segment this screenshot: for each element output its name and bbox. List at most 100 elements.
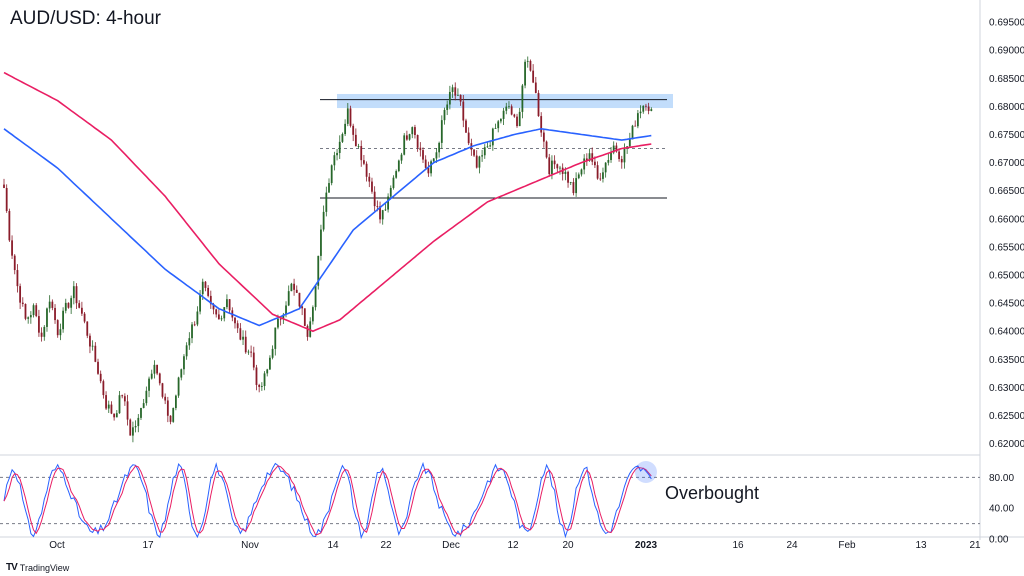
- candle-body: [123, 396, 126, 402]
- grid: [0, 0, 1024, 540]
- candle-body: [352, 125, 355, 135]
- candle-body: [564, 171, 567, 174]
- candle-body: [43, 326, 46, 337]
- candle-body: [247, 351, 250, 353]
- candle-body: [290, 283, 293, 292]
- candle-body: [19, 286, 22, 303]
- candle-body: [505, 106, 508, 111]
- candle-body: [422, 150, 424, 160]
- candle-body: [164, 396, 167, 401]
- candle-body: [134, 426, 137, 428]
- stochastic-oscillator: Overbought: [0, 461, 980, 540]
- candle-body: [145, 390, 148, 404]
- candle-body: [215, 309, 218, 315]
- key-levels: [320, 93, 673, 199]
- candle-body: [115, 413, 118, 418]
- candle-body: [153, 364, 156, 374]
- candle-body: [13, 255, 16, 271]
- candle-body: [521, 85, 524, 112]
- candle-body: [357, 146, 360, 147]
- moving-averages: [3, 71, 652, 333]
- candle-body: [577, 174, 580, 179]
- candle-body: [83, 313, 86, 322]
- candle-body: [478, 156, 481, 168]
- candle-body: [282, 314, 285, 320]
- chart-title: AUD/USD: 4-hour: [10, 8, 161, 29]
- x-tick-label: Nov: [241, 540, 259, 551]
- candle-body: [416, 135, 419, 148]
- candle-body: [129, 419, 132, 436]
- candle-body: [271, 348, 274, 358]
- candle-body: [48, 301, 51, 309]
- candle-body: [475, 155, 478, 168]
- candle-body: [236, 323, 239, 329]
- candle-body: [363, 160, 365, 164]
- candle-body: [38, 316, 40, 333]
- candle-body: [293, 283, 295, 290]
- overbought-highlight: [634, 461, 657, 484]
- candle-body: [451, 87, 454, 92]
- candle-body: [180, 369, 183, 378]
- candle-body: [365, 163, 368, 177]
- candle-body: [110, 404, 113, 414]
- x-tick-label: 21: [969, 540, 981, 551]
- candle-body: [158, 373, 161, 384]
- candle-body: [183, 356, 185, 370]
- candle-body: [620, 159, 623, 163]
- x-tick-label: 24: [786, 540, 798, 551]
- candle-body: [405, 135, 408, 140]
- candle-body: [250, 351, 253, 353]
- candle-body: [585, 158, 588, 161]
- candle-body: [483, 147, 486, 156]
- candle-body: [56, 320, 59, 336]
- candle-body: [51, 301, 54, 308]
- candle-body: [325, 192, 328, 212]
- candle-body: [258, 384, 261, 387]
- candle-body: [148, 378, 150, 391]
- candle-body: [185, 345, 188, 357]
- candle-body: [75, 286, 78, 304]
- candle-body: [137, 417, 140, 427]
- candle-body: [371, 181, 373, 192]
- candle-body: [384, 209, 387, 211]
- candle-body: [443, 109, 446, 121]
- candle-body: [349, 108, 352, 126]
- candle-body: [24, 303, 27, 319]
- candle-body: [604, 162, 607, 173]
- candle-body: [150, 373, 153, 379]
- y-tick-label: 0.69000: [989, 46, 1024, 57]
- candle-body: [636, 113, 639, 127]
- candle-body: [524, 61, 526, 86]
- y-tick-label: 0.67000: [989, 158, 1024, 169]
- candle-body: [330, 165, 333, 184]
- candle-body: [408, 134, 411, 140]
- candle-body: [212, 304, 215, 310]
- candle-body: [516, 116, 518, 127]
- candle-body: [239, 328, 242, 340]
- candle-body: [508, 106, 510, 108]
- candle-body: [419, 147, 422, 151]
- candle-body: [62, 310, 64, 330]
- x-tick-label: 14: [327, 540, 339, 551]
- candle-body: [414, 127, 416, 136]
- y-tick-label: 0.63000: [989, 383, 1024, 394]
- candle-body: [389, 187, 392, 197]
- osc-y-tick-label: 0.00: [989, 535, 1009, 546]
- candle-body: [368, 176, 371, 182]
- candlesticks: [3, 56, 653, 443]
- candle-body: [172, 408, 175, 422]
- y-tick-label: 0.62000: [989, 439, 1024, 450]
- candle-body: [596, 165, 599, 179]
- candle-body: [29, 315, 32, 318]
- candle-body: [260, 386, 263, 387]
- candle-body: [91, 345, 94, 347]
- candle-body: [199, 294, 201, 312]
- candle-body: [435, 152, 438, 159]
- candle-body: [252, 352, 255, 368]
- candle-body: [411, 127, 414, 135]
- candle-body: [303, 308, 306, 326]
- candle-body: [317, 255, 320, 286]
- candle-body: [169, 415, 172, 422]
- candle-body: [432, 158, 435, 162]
